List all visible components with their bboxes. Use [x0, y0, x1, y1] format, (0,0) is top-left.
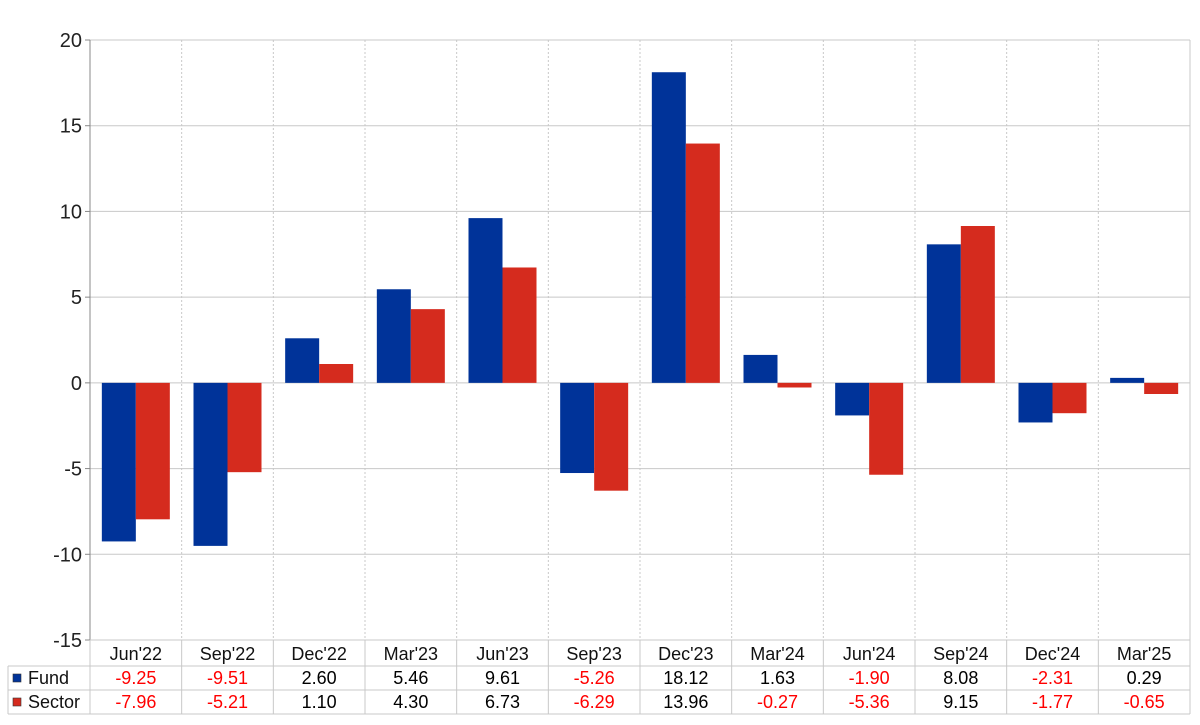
- table-value-fund: -2.31: [1032, 668, 1073, 688]
- bar-sector-4: [502, 267, 537, 383]
- table-value-fund: 9.61: [485, 668, 520, 688]
- x-category-label: Jun'22: [110, 644, 162, 664]
- y-tick-label: -15: [53, 630, 82, 652]
- table-value-fund: -5.26: [574, 668, 615, 688]
- x-category-label: Sep'24: [933, 644, 989, 664]
- bar-fund-3: [376, 289, 411, 383]
- table-value-sector: -0.27: [757, 692, 798, 712]
- legend-label-fund: Fund: [28, 668, 69, 688]
- table-value-fund: -1.90: [849, 668, 890, 688]
- table-value-sector: -0.65: [1124, 692, 1165, 712]
- table-value-fund: 1.63: [760, 668, 795, 688]
- y-tick-label: 0: [71, 373, 82, 395]
- bar-sector-8: [869, 382, 904, 475]
- table-value-sector: -5.36: [849, 692, 890, 712]
- x-category-label: Jun'23: [476, 644, 528, 664]
- y-tick-label: 5: [71, 287, 82, 309]
- y-tick-label: 15: [60, 116, 82, 138]
- bar-sector-6: [685, 143, 720, 383]
- table-value-fund: 18.12: [663, 668, 708, 688]
- table-value-sector: 6.73: [485, 692, 520, 712]
- table-value-fund: 2.60: [302, 668, 337, 688]
- bar-fund-8: [835, 382, 870, 416]
- bar-sector-1: [227, 382, 262, 473]
- bar-sector-3: [410, 309, 445, 383]
- table-value-sector: -7.96: [115, 692, 156, 712]
- table-value-fund: -9.25: [115, 668, 156, 688]
- bar-sector-2: [319, 364, 354, 383]
- bar-sector-7: [777, 382, 812, 388]
- data-table: Fund -9.25 -9.51 2.60 5.46 9.61 -5.26 18.12 1.63…: [7, 639, 1191, 715]
- bar-fund-4: [468, 218, 503, 383]
- bar-sector-0: [135, 382, 170, 520]
- bar-sector-5: [594, 382, 629, 491]
- grid-layer: [89, 39, 1191, 641]
- legend-swatch-sector: [12, 697, 22, 707]
- legend-swatch-fund: [12, 673, 22, 683]
- y-tick-label: -5: [64, 459, 82, 481]
- x-category-label: Dec'24: [1025, 644, 1080, 664]
- table-value-sector: 13.96: [663, 692, 708, 712]
- bar-fund-11: [1110, 377, 1145, 383]
- x-category-label: Sep'22: [200, 644, 256, 664]
- x-category-label: Jun'24: [843, 644, 895, 664]
- y-axis: 20 15 10 5 0 -5 -10 -15: [53, 30, 90, 652]
- bar-fund-1: [193, 382, 228, 546]
- bar-fund-6: [651, 72, 686, 383]
- x-axis: Jun'22 Sep'22 Dec'22 Mar'23 Jun'23 Sep'23 Dec'…: [110, 644, 1172, 664]
- bar-sector-9: [960, 226, 995, 383]
- bar-fund-2: [285, 338, 320, 383]
- table-value-fund: 8.08: [943, 668, 978, 688]
- y-tick-label: 10: [60, 201, 82, 223]
- bar-sector-10: [1052, 382, 1087, 414]
- bar-fund-10: [1018, 382, 1053, 423]
- bars: [101, 72, 1179, 546]
- table-value-sector: -6.29: [574, 692, 615, 712]
- bar-sector-11: [1144, 382, 1179, 394]
- bar-fund-0: [101, 382, 136, 542]
- x-category-label: Dec'22: [291, 644, 346, 664]
- x-category-label: Mar'25: [1117, 644, 1171, 664]
- legend-label-sector: Sector: [28, 692, 80, 712]
- x-category-label: Sep'23: [566, 644, 622, 664]
- table-value-sector: 1.10: [302, 692, 337, 712]
- table-value-fund: 0.29: [1127, 668, 1162, 688]
- bar-fund-5: [560, 382, 595, 474]
- x-category-label: Mar'24: [750, 644, 804, 664]
- table-value-fund: 5.46: [393, 668, 428, 688]
- y-tick-label: -10: [53, 544, 82, 566]
- bar-fund-7: [743, 354, 778, 383]
- table-value-sector: -1.77: [1032, 692, 1073, 712]
- bar-fund-9: [926, 244, 961, 383]
- table-value-fund: -9.51: [207, 668, 248, 688]
- x-category-label: Mar'23: [384, 644, 438, 664]
- x-category-label: Dec'23: [658, 644, 713, 664]
- table-value-sector: -5.21: [207, 692, 248, 712]
- table-value-sector: 9.15: [943, 692, 978, 712]
- table-value-sector: 4.30: [393, 692, 428, 712]
- y-tick-label: 20: [60, 30, 82, 52]
